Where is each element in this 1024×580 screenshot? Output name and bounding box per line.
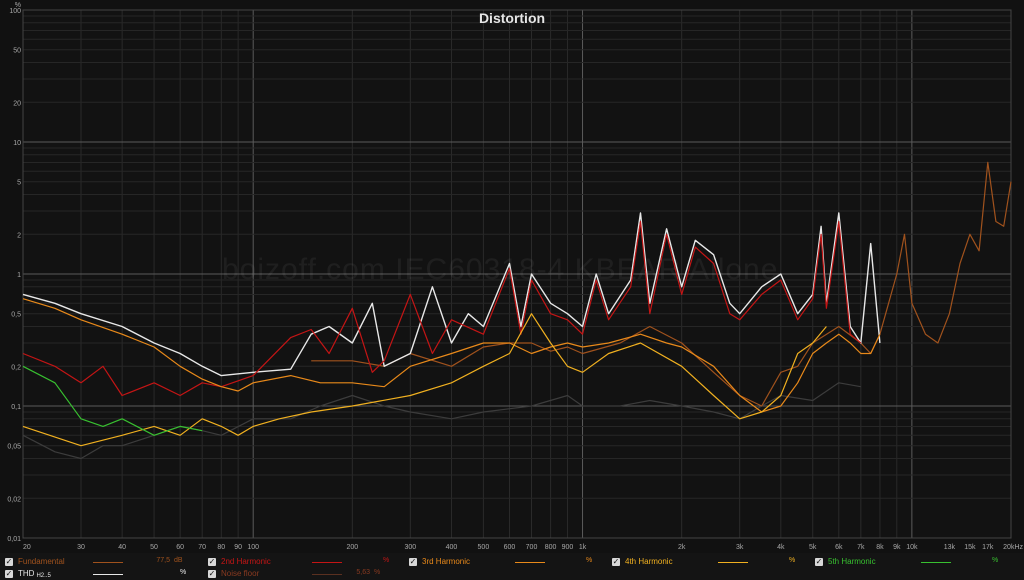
x-tick-label: 30 xyxy=(77,544,85,551)
x-tick-label: 3k xyxy=(736,544,744,551)
x-tick-label: 15k xyxy=(964,544,976,551)
legend-value: 77,5 xyxy=(156,557,170,564)
x-tick-label: 700 xyxy=(526,544,538,551)
x-tick-label: 70 xyxy=(198,544,206,551)
distortion-chart: 20 30 40 50 60 70 80 90 100 200 300 400 500 600 700 800… xyxy=(7,2,1023,551)
legend-label: 2nd Harmonic xyxy=(221,557,271,566)
x-tick-label: 8k xyxy=(876,544,884,551)
legend-item-5th-harmonic[interactable]: ✓ 5th Harmonic xyxy=(815,556,876,567)
y-unit-label: % xyxy=(15,2,21,9)
checkbox-icon[interactable]: ✓ xyxy=(5,568,13,578)
x-tick-label: 80 xyxy=(217,544,225,551)
x-tick-label: 100 xyxy=(247,544,259,551)
x-tick-label: 500 xyxy=(478,544,490,551)
series-line-3rd-harmonic xyxy=(22,298,881,413)
legend-label: 3rd Harmonic xyxy=(422,557,471,566)
x-tick-label: 200 xyxy=(346,544,358,551)
series-line-noise-floor xyxy=(22,382,861,460)
legend-swatch-5th-harmonic xyxy=(921,562,951,563)
x-tick-label: 20 xyxy=(23,544,31,551)
legend-item-fundamental[interactable]: ✓ Fundamental xyxy=(5,556,65,567)
x-tick-label: 90 xyxy=(234,544,242,551)
x-tick-label: 10k xyxy=(906,544,918,551)
plot-border xyxy=(22,9,1012,539)
x-tick-label: 17k xyxy=(982,544,994,551)
series-line-thd xyxy=(22,212,881,377)
x-tick-label: 6k xyxy=(835,544,843,551)
y-tick-label: 2 xyxy=(17,232,21,239)
x-tick-label: 300 xyxy=(404,544,416,551)
legend-bar: ✓ Fundamental 77,5 dB ✓ 2nd Harmonic % ✓… xyxy=(0,553,1024,580)
x-tick-label: 400 xyxy=(446,544,458,551)
x-tick-label: 40 xyxy=(118,544,126,551)
x-tick-label: 20kHz xyxy=(1003,544,1023,551)
legend-swatch-fundamental xyxy=(93,562,123,563)
checkbox-icon[interactable]: ✓ xyxy=(5,556,13,566)
x-tick-label: 600 xyxy=(504,544,516,551)
y-tick-label: 100 xyxy=(9,8,21,15)
x-tick-label: 60 xyxy=(176,544,184,551)
checkbox-icon[interactable]: ✓ xyxy=(208,556,216,566)
legend-subscript: H2..5 xyxy=(36,572,51,579)
y-tick-label: 0,01 xyxy=(7,536,21,543)
legend-item-4th-harmonic[interactable]: ✓ 4th Harmonic xyxy=(612,556,673,567)
x-tick-label: 50 xyxy=(150,544,158,551)
legend-swatch-4th-harmonic xyxy=(718,562,748,563)
y-tick-label: 0,02 xyxy=(7,496,21,503)
y-tick-label: 5 xyxy=(17,180,21,187)
legend-unit: % xyxy=(383,557,390,564)
legend-swatch-3rd-harmonic xyxy=(515,562,545,563)
checkbox-icon[interactable]: ✓ xyxy=(409,556,417,566)
chart-grid xyxy=(22,9,1012,539)
x-tick-label: 7k xyxy=(857,544,865,551)
checkbox-icon[interactable]: ✓ xyxy=(612,556,620,566)
legend-unit: dB xyxy=(174,557,183,564)
legend-swatch-thd xyxy=(93,574,123,575)
x-tick-label: 5k xyxy=(809,544,817,551)
x-tick-label: 13k xyxy=(944,544,956,551)
legend-unit: % xyxy=(374,569,381,576)
x-tick-label: 4k xyxy=(777,544,785,551)
legend-swatch-noise-floor xyxy=(312,574,342,575)
legend-label: 5th Harmonic xyxy=(828,557,876,566)
legend-item-3rd-harmonic[interactable]: ✓ 3rd Harmonic xyxy=(409,556,470,567)
axis-tick-labels: 20 30 40 50 60 70 80 90 100 200 300 400 500 600 700 800… xyxy=(7,2,1023,551)
x-tick-label: 800 xyxy=(545,544,557,551)
legend-label: 4th Harmonic xyxy=(625,557,673,566)
y-tick-label: 0,1 xyxy=(11,404,21,411)
x-tick-label: 2k xyxy=(678,544,686,551)
chart-title: Distortion xyxy=(478,10,546,26)
checkbox-icon[interactable]: ✓ xyxy=(208,568,216,578)
y-tick-label: 1 xyxy=(17,272,21,279)
legend-swatch-2nd-harmonic xyxy=(312,562,342,563)
series-lines xyxy=(22,161,1012,460)
legend-unit: % xyxy=(992,557,999,564)
watermark-text: boizoff.com IEC60318-4 KBEAR Ailone xyxy=(222,253,779,286)
x-tick-label: 9k xyxy=(893,544,901,551)
legend-item-noise-floor[interactable]: ✓ Noise floor xyxy=(208,568,259,579)
legend-item-thd[interactable]: ✓ THD H2..5 xyxy=(5,568,51,579)
legend-label: Noise floor xyxy=(221,569,260,578)
legend-item-2nd-harmonic[interactable]: ✓ 2nd Harmonic xyxy=(208,556,271,567)
checkbox-icon[interactable]: ✓ xyxy=(815,556,823,566)
series-line-2nd-harmonic xyxy=(22,220,862,397)
legend-unit: % xyxy=(789,557,796,564)
series-line-4th-harmonic xyxy=(22,313,827,447)
y-tick-label: 20 xyxy=(13,100,21,107)
series-line-5th-harmonic xyxy=(22,365,203,436)
x-tick-label: 900 xyxy=(562,544,574,551)
y-tick-label: 10 xyxy=(13,140,21,147)
y-tick-label: 0,5 xyxy=(11,312,21,319)
legend-label: Fundamental xyxy=(18,557,65,566)
legend-unit: % xyxy=(586,557,593,564)
legend-value: 5,63 xyxy=(356,569,370,576)
legend-label: THD xyxy=(18,569,35,578)
y-tick-label: 50 xyxy=(13,48,21,55)
x-tick-label: 1k xyxy=(579,544,587,551)
y-tick-label: 0,2 xyxy=(11,364,21,371)
legend-unit: % xyxy=(180,569,187,576)
y-tick-label: 0,05 xyxy=(7,444,21,451)
